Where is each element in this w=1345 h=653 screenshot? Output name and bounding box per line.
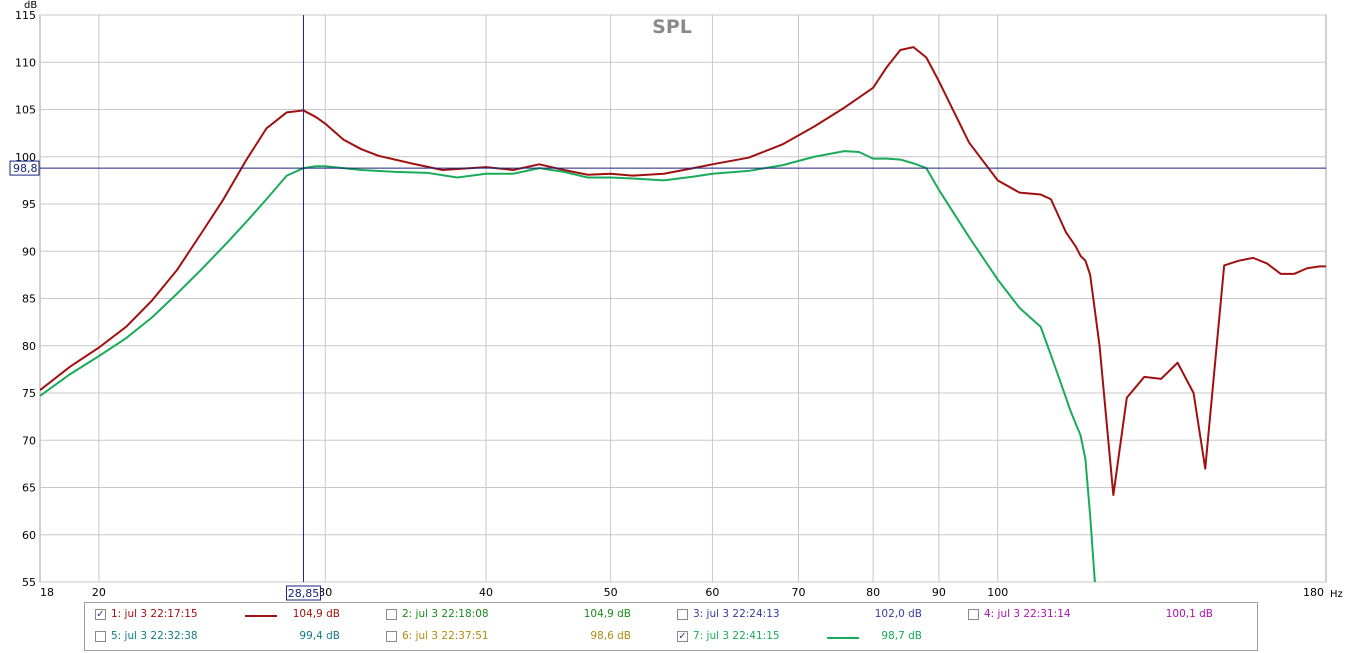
- x-tick-label: 80: [866, 586, 880, 599]
- y-tick-label: 100: [15, 151, 36, 164]
- cursor-x-readout: 28,85: [288, 587, 320, 600]
- legend-item-5[interactable]: 5: jul 3 22:32:38 99,4 dB: [95, 629, 375, 647]
- x-tick-label: 20: [92, 586, 106, 599]
- chart-title: SPL: [652, 16, 692, 38]
- legend-checkbox[interactable]: [386, 609, 397, 620]
- y-tick-label: 95: [22, 198, 36, 211]
- y-axis: 55 60 65 70 75 80 85 90 95 100 105 110 115: [15, 9, 36, 589]
- cursor-y-readout: 98,8: [13, 162, 38, 175]
- legend-item-6[interactable]: 6: jul 3 22:37:51 98,6 dB: [386, 629, 666, 647]
- legend-item-4[interactable]: 4: jul 3 22:31:14 100,1 dB: [968, 607, 1248, 625]
- legend-item-7[interactable]: ✓ 7: jul 3 22:41:15 98,7 dB: [677, 629, 957, 647]
- legend-checkbox[interactable]: [968, 609, 979, 620]
- legend-checkbox[interactable]: ✓: [677, 631, 688, 642]
- legend-value: 100,1 dB: [1165, 608, 1213, 620]
- legend-line-swatch: [245, 615, 277, 617]
- legend-label: 7: jul 3 22:41:15: [693, 630, 780, 642]
- legend-label: 3: jul 3 22:24:13: [693, 608, 780, 620]
- x-tick-label: 90: [932, 586, 946, 599]
- y-tick-label: 110: [15, 56, 36, 69]
- cursor-y-readout-box: [9, 160, 40, 176]
- x-tick-label: 40: [479, 586, 493, 599]
- legend-item-3[interactable]: 3: jul 3 22:24:13 102,0 dB: [677, 607, 957, 625]
- y-tick-label: 90: [22, 245, 36, 258]
- y-tick-label: 80: [22, 340, 36, 353]
- legend-line-swatch: [827, 637, 859, 639]
- legend-value: 98,7 dB: [881, 630, 922, 642]
- x-tick-label: 50: [604, 586, 618, 599]
- series-line-2: [40, 150, 1096, 582]
- legend-checkbox[interactable]: [677, 609, 688, 620]
- legend-panel: ✓ 1: jul 3 22:17:15 104,9 dB 2: jul 3 22:18…: [84, 602, 1258, 651]
- legend-label: 1: jul 3 22:17:15: [111, 608, 198, 620]
- legend-checkbox[interactable]: [95, 631, 106, 642]
- legend-value: 98,6 dB: [590, 630, 631, 642]
- legend-value: 104,9 dB: [583, 608, 631, 620]
- y-tick-label: 60: [22, 529, 36, 542]
- y-axis-unit: dB: [24, 0, 37, 11]
- x-tick-label: 18: [40, 586, 54, 599]
- x-axis: 18 20 30 40 50 60 70 80 90 100 180: [40, 586, 1324, 599]
- cursor-x-readout-box: [285, 585, 321, 601]
- x-tick-label: 70: [792, 586, 806, 599]
- y-tick-label: 105: [15, 104, 36, 117]
- legend-label: 6: jul 3 22:37:51: [402, 630, 489, 642]
- x-tick-label: 30: [318, 586, 332, 599]
- legend-item-2[interactable]: 2: jul 3 22:18:08 104,9 dB: [386, 607, 666, 625]
- legend-label: 4: jul 3 22:31:14: [984, 608, 1071, 620]
- cursor[interactable]: 98,8 28,85: [9, 15, 1326, 601]
- legend-label: 2: jul 3 22:18:08: [402, 608, 489, 620]
- y-tick-label: 55: [22, 576, 36, 589]
- x-tick-label: 180: [1303, 586, 1324, 599]
- x-tick-label: 60: [705, 586, 719, 599]
- y-tick-label: 70: [22, 434, 36, 447]
- y-tick-label: 75: [22, 387, 36, 400]
- legend-value: 102,0 dB: [874, 608, 922, 620]
- legend-item-1[interactable]: ✓ 1: jul 3 22:17:15 104,9 dB: [95, 607, 375, 625]
- legend-checkbox[interactable]: ✓: [95, 609, 106, 620]
- y-tick-label: 65: [22, 482, 36, 495]
- y-tick-label: 115: [15, 9, 36, 22]
- legend-value: 99,4 dB: [299, 630, 340, 642]
- x-tick-label: 100: [987, 586, 1008, 599]
- legend-label: 5: jul 3 22:32:38: [111, 630, 198, 642]
- x-axis-unit: Hz: [1330, 589, 1343, 600]
- grid: [40, 14, 1326, 583]
- legend-checkbox[interactable]: [386, 631, 397, 642]
- legend-value: 104,9 dB: [292, 608, 340, 620]
- y-tick-label: 85: [22, 293, 36, 306]
- spl-chart: 55 60 65 70 75 80 85 90 95 100 105 110 115 18 20 30 40 5…: [9, 0, 1343, 601]
